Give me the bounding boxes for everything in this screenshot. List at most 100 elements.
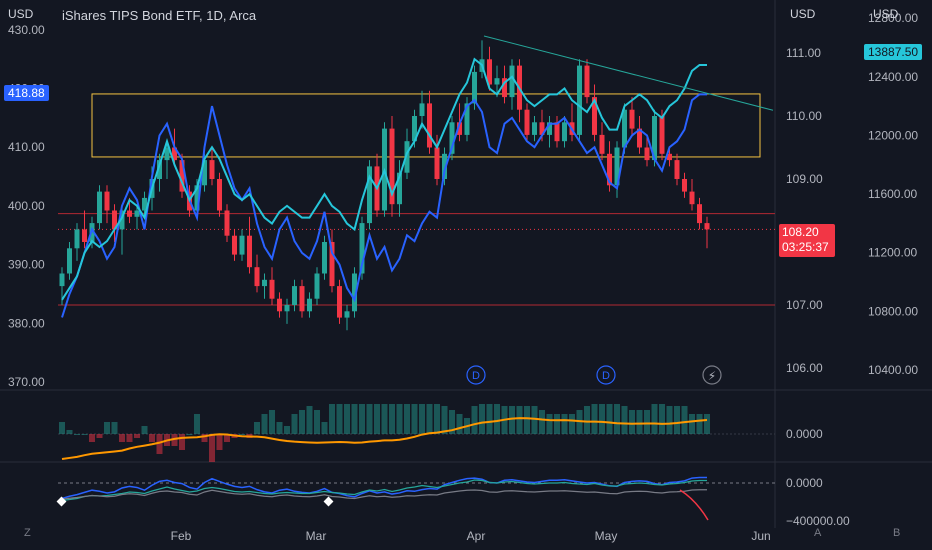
zoom-button[interactable]: Z — [24, 527, 31, 539]
oscillator-bar — [546, 414, 553, 434]
candle-body — [412, 116, 417, 142]
right-value-tag: 13887.50 — [864, 44, 923, 60]
oscillator-bar — [479, 404, 485, 434]
price-axis-unit: USD — [790, 7, 816, 21]
far-right-tick-label: 12400.00 — [868, 70, 918, 84]
oscillator-bar — [569, 414, 575, 434]
oscillator-bar — [456, 414, 463, 434]
candle-body — [427, 103, 432, 148]
left-tick-label: 410.00 — [8, 140, 45, 154]
far-right-tick-label: 11600.00 — [868, 187, 917, 201]
oscillator-bar — [696, 414, 703, 434]
oscillator-tick-label: 0.0000 — [786, 427, 823, 441]
oscillator-bar — [554, 414, 560, 434]
x-tick-label: May — [595, 529, 618, 543]
candle-body — [659, 116, 665, 154]
candle-body — [337, 286, 342, 318]
oscillator-bar — [629, 410, 635, 434]
candle-body — [269, 279, 275, 299]
candle-body — [217, 179, 222, 211]
oscillator-bar — [194, 414, 200, 434]
indicator-lines — [61, 57, 707, 318]
candle-body — [704, 223, 710, 230]
price-tag: 108.20 03:25:37 — [779, 224, 835, 257]
candle-body — [247, 235, 252, 268]
trendline[interactable] — [483, 35, 774, 111]
candle-body — [577, 65, 582, 135]
oscillator-bar — [321, 422, 328, 434]
dividend-marker-label: D — [472, 370, 480, 382]
left-tick-label: 390.00 — [8, 258, 45, 272]
grid — [0, 0, 932, 528]
oscillator-bar — [561, 414, 568, 434]
candle-body — [689, 191, 695, 205]
candle-body — [359, 223, 365, 274]
oscillator-bar — [156, 434, 163, 454]
price-levels — [58, 213, 775, 306]
x-tick-label: Feb — [171, 529, 192, 543]
split-marker — [702, 365, 722, 385]
oscillator-bar — [531, 406, 538, 434]
price-tick-label: 107.00 — [786, 298, 823, 312]
price-tick-label: 109.00 — [786, 172, 823, 186]
candle-body — [599, 134, 605, 154]
left-tick-label: 380.00 — [8, 316, 45, 330]
right-axis-unit: USD — [873, 7, 899, 21]
dividend-marker-label: D — [602, 370, 610, 382]
candle-body — [667, 153, 672, 161]
oscillator-bar — [284, 426, 290, 434]
candle-body — [389, 128, 395, 205]
candle-body — [232, 235, 237, 255]
oscillator-bar — [179, 434, 185, 450]
oscillator-bar — [636, 410, 643, 434]
oscillator-bar — [359, 404, 365, 434]
oscillator-bar — [426, 404, 433, 434]
auto-scale-button[interactable]: A — [814, 527, 822, 539]
candle-body — [134, 210, 140, 217]
diamond-marker — [323, 496, 334, 507]
candle-body — [352, 273, 357, 312]
candle-body — [119, 210, 125, 230]
range-box[interactable] — [91, 93, 761, 158]
candle-body — [637, 128, 642, 148]
oscillator-bar — [471, 406, 478, 434]
candle-body — [419, 103, 425, 116]
oscillator-bar — [591, 404, 598, 434]
oscillator-bar — [336, 404, 343, 434]
blue-comparison-line — [61, 93, 707, 318]
oscillator-bar — [171, 434, 178, 446]
candle-body — [209, 160, 215, 179]
candle-body — [179, 160, 185, 192]
candle-body — [682, 179, 687, 192]
far-right-tick-label: 10800.00 — [868, 304, 918, 318]
oscillator-bar — [239, 434, 245, 435]
candle-body — [524, 109, 530, 135]
candle-body — [442, 153, 447, 179]
oscillator-bar — [186, 434, 193, 435]
candle-body — [629, 109, 635, 129]
oscillator-bar — [659, 404, 665, 434]
oscillator-bar — [419, 404, 425, 434]
oscillator-bar — [81, 434, 88, 435]
oscillator-bar — [344, 404, 350, 434]
candle-body — [584, 65, 590, 98]
oscillator-bar — [666, 406, 673, 434]
oscillator-signal-line — [61, 417, 708, 461]
b-button[interactable]: B — [893, 527, 901, 539]
oscillator-bar — [269, 410, 275, 434]
oscillator-bar — [704, 414, 710, 434]
oscillator-bar — [381, 404, 388, 434]
candle-body — [172, 147, 177, 161]
oscillator-bar — [621, 406, 628, 434]
oscillator-bar — [314, 410, 320, 434]
candle-body — [97, 191, 102, 224]
oscillator-bar — [449, 410, 455, 434]
event-markers[interactable]: D D ⚡ — [466, 365, 722, 385]
candle-body — [277, 298, 282, 312]
oscillator-bar — [291, 414, 298, 434]
candle-body — [157, 160, 162, 179]
oscillator-bar — [644, 410, 650, 434]
flow-line-blue — [61, 476, 707, 500]
oscillator-bar — [509, 406, 515, 434]
